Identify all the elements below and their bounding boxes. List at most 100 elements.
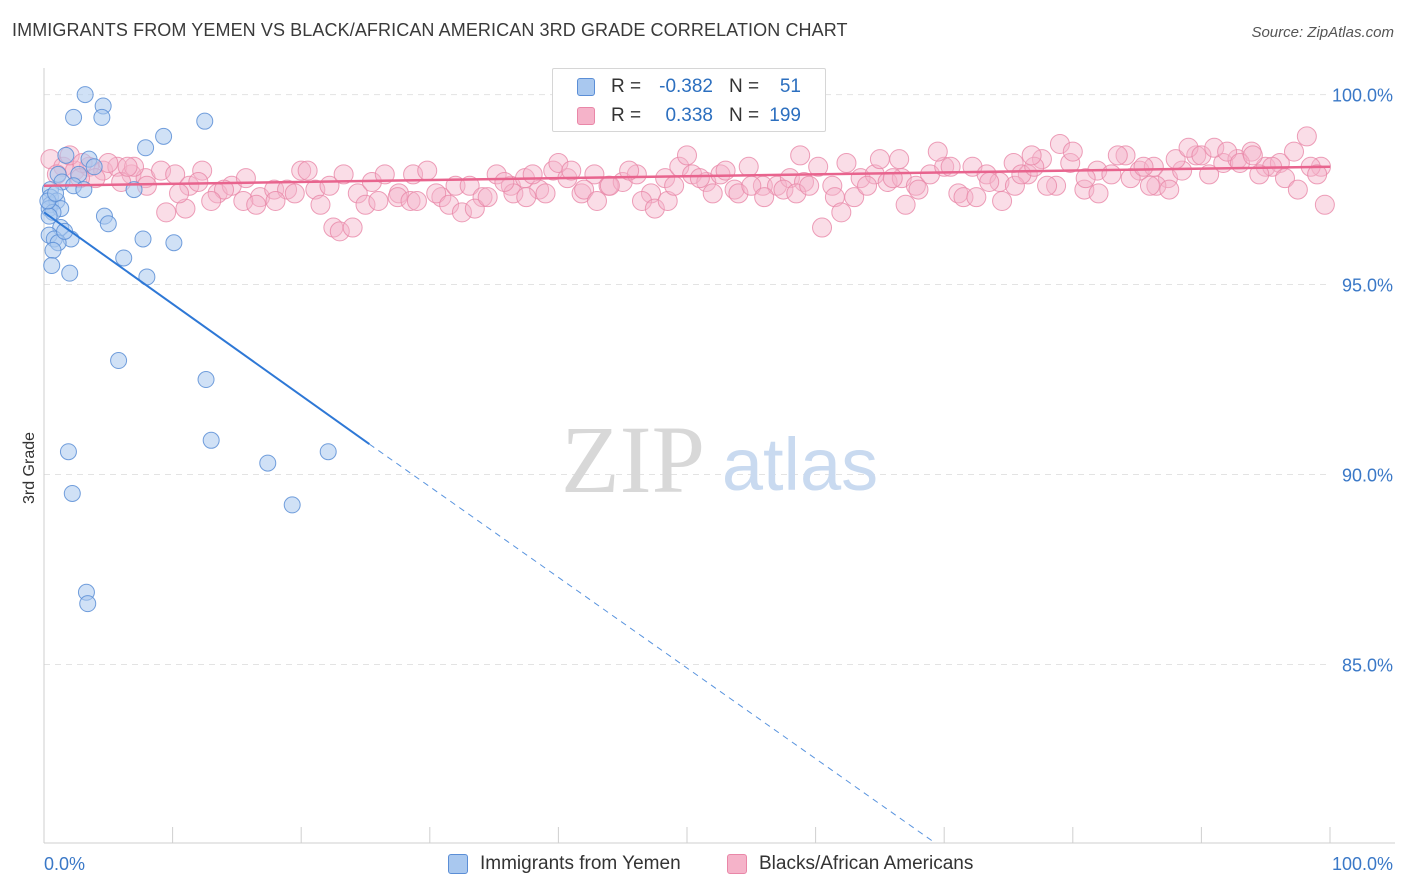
pink-trend-line — [43, 165, 1331, 188]
pink-point — [599, 175, 620, 196]
blue-point — [197, 371, 215, 389]
pink-point — [464, 198, 485, 219]
pink-point — [535, 183, 556, 204]
y-tick-label: 100.0% — [1332, 86, 1393, 106]
pink-point — [689, 168, 710, 189]
pink-point — [406, 190, 427, 211]
pink-point — [586, 190, 607, 211]
blue-trend-line — [43, 211, 370, 445]
blue-point — [56, 222, 74, 240]
source-label: Source: ZipAtlas.com — [1251, 24, 1394, 41]
pink-point — [767, 175, 788, 196]
pink-point — [992, 190, 1013, 211]
r-value: -0.382 — [659, 76, 713, 97]
blue-point — [259, 454, 277, 472]
pink-point — [561, 160, 582, 181]
pink-point — [677, 145, 697, 166]
pink-point — [522, 164, 543, 185]
pink-point — [1159, 179, 1180, 200]
pink-point — [1249, 164, 1270, 185]
legend-row-yemen: R = -0.382 N = 51 — [553, 71, 825, 101]
blue-point — [43, 257, 61, 275]
pink-point — [1133, 156, 1154, 177]
pink-point — [1075, 168, 1096, 189]
blue-point — [137, 139, 155, 157]
pink-point — [246, 194, 267, 215]
pink-point — [374, 164, 395, 185]
x-tick-label: 100.0% — [1332, 854, 1393, 874]
pink-point — [1101, 164, 1122, 185]
n-value: 51 — [779, 76, 801, 97]
pink-point — [329, 221, 350, 242]
pink-point — [124, 156, 145, 177]
r-label: R = — [611, 105, 642, 126]
blue-point — [93, 108, 111, 126]
pink-point — [702, 183, 723, 204]
pink-point — [1287, 179, 1308, 200]
legend-swatch-pink — [727, 854, 747, 874]
pink-point — [831, 202, 852, 223]
pink-point — [1204, 137, 1225, 158]
pink-point — [169, 183, 190, 204]
pink-point — [297, 160, 318, 181]
blue-trend-extension — [369, 443, 936, 844]
legend-swatch-blue — [577, 78, 595, 96]
y-tick-label: 85.0% — [1342, 655, 1393, 675]
x-tick-label: 0.0% — [44, 854, 85, 874]
pink-point — [979, 171, 1000, 192]
pink-point — [1217, 141, 1238, 162]
pink-point — [836, 152, 857, 173]
pink-point — [715, 160, 736, 181]
blue-point — [99, 215, 117, 233]
pink-point — [529, 179, 550, 200]
pink-point — [799, 175, 820, 196]
pink-point — [1011, 164, 1032, 185]
pink-point — [1031, 149, 1052, 170]
pink-point — [1004, 175, 1025, 196]
pink-point — [333, 164, 354, 185]
pink-point — [857, 175, 878, 196]
pink-point — [494, 171, 515, 192]
pink-point — [439, 194, 460, 215]
pink-point — [1139, 175, 1160, 196]
pink-point — [201, 190, 222, 211]
pink-point — [1191, 145, 1212, 166]
pink-point — [1307, 164, 1328, 185]
pink-point — [664, 175, 685, 196]
pink-point — [400, 190, 421, 211]
pink-point — [368, 190, 389, 211]
legend-label: Immigrants from Yemen — [480, 853, 681, 874]
pink-point — [548, 152, 569, 173]
pink-point — [869, 149, 890, 170]
watermark-zip: ZIP — [561, 406, 705, 513]
pink-point — [214, 179, 235, 200]
pink-point — [310, 194, 331, 215]
chart-title: IMMIGRANTS FROM YEMEN VS BLACK/AFRICAN A… — [12, 20, 848, 40]
pink-point — [117, 156, 138, 177]
pink-point — [790, 145, 811, 166]
pink-point — [347, 183, 368, 204]
pink-point — [355, 194, 376, 215]
pink-point — [233, 190, 254, 211]
pink-point — [1283, 141, 1304, 162]
pink-point — [291, 160, 312, 181]
legend-swatch-blue — [448, 854, 468, 874]
blue-point — [76, 86, 94, 104]
axes — [43, 68, 1395, 844]
pink-point — [619, 160, 640, 181]
pink-point — [387, 187, 408, 208]
pink-point — [1021, 145, 1042, 166]
y-tick-label: 90.0% — [1342, 465, 1393, 485]
blue-point — [47, 184, 65, 202]
blue-point — [57, 146, 75, 164]
pink-point — [844, 187, 865, 208]
pink-point — [908, 179, 929, 200]
tick-labels: 100.0% 95.0% 90.0% 85.0% 0.0% 100.0% — [44, 86, 1393, 874]
blue-point — [65, 108, 83, 126]
blue-point — [59, 443, 77, 461]
blue-point — [319, 443, 337, 461]
pink-point — [417, 160, 438, 181]
legend-row-black: R = 0.338 N = 199 — [553, 100, 825, 130]
pink-point — [156, 202, 177, 223]
